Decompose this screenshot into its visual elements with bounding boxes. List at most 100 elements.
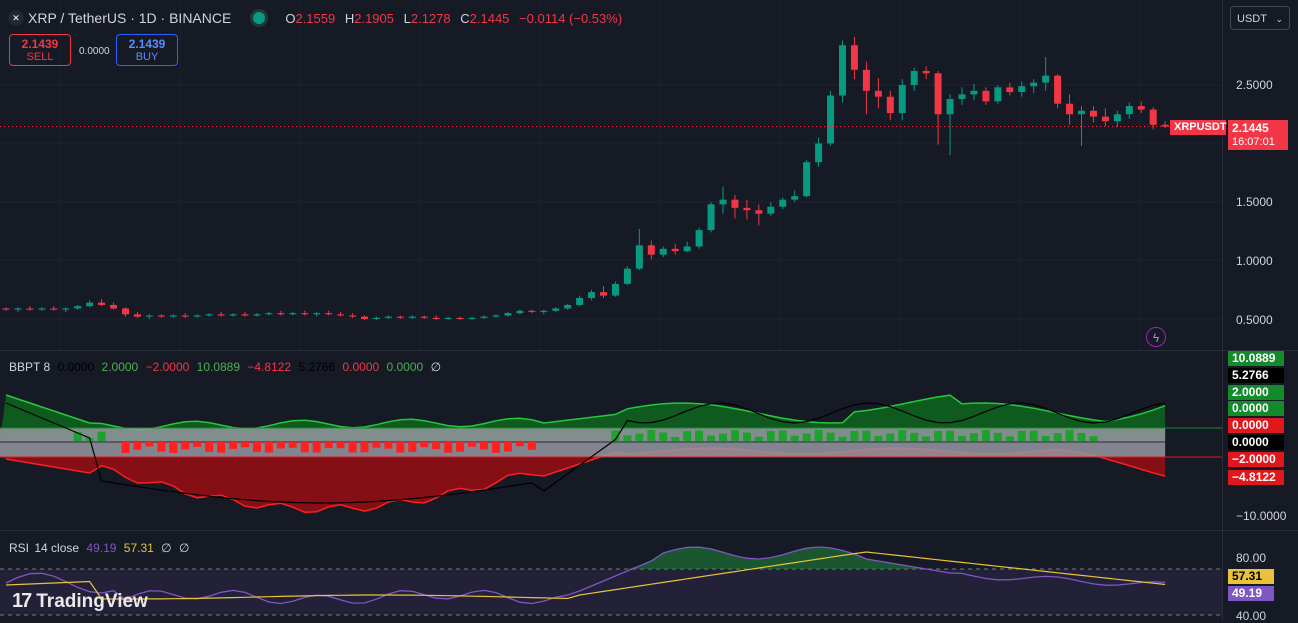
bbpt-hist-bar bbox=[1077, 432, 1086, 441]
candle-body bbox=[26, 308, 34, 310]
candle-body bbox=[743, 207, 751, 211]
candle-body bbox=[862, 69, 870, 91]
rsi-tick: 40.00 bbox=[1236, 609, 1267, 623]
candle-body bbox=[803, 162, 811, 197]
bbpt-green-tag: 2.0000 bbox=[1228, 385, 1284, 400]
rsi-chart[interactable] bbox=[0, 531, 1222, 621]
candle-body bbox=[564, 304, 572, 309]
bbpt-hist-bar bbox=[838, 436, 847, 441]
currency-selector[interactable]: USDT ⌄ bbox=[1230, 6, 1290, 30]
pane-divider-1[interactable] bbox=[0, 350, 1298, 351]
spread-value: 0.0000 bbox=[79, 46, 110, 57]
bbpt-hist-bar bbox=[312, 442, 321, 453]
candle-body bbox=[874, 90, 882, 97]
price-tick: 0.5000 bbox=[1236, 313, 1273, 327]
bbpt-hist-bar bbox=[121, 442, 130, 453]
bbpt-green-tag: 0.0000 bbox=[1228, 401, 1284, 416]
bbpt-upper-line bbox=[5, 394, 1166, 431]
tradingview-logo[interactable]: 17 TradingView bbox=[12, 590, 148, 612]
symbol-legend: ✕ XRP / TetherUS · 1D · BINANCE O2.1559 … bbox=[8, 10, 622, 26]
candle-body bbox=[946, 99, 954, 115]
candle-body bbox=[444, 317, 452, 319]
bbpt-hist-bar bbox=[181, 442, 190, 450]
candle-body bbox=[659, 248, 667, 255]
bbpt-hist-bar bbox=[264, 442, 273, 453]
candle-body bbox=[695, 230, 703, 247]
candle-body bbox=[1125, 106, 1133, 115]
candle-body bbox=[181, 315, 189, 317]
bbpt-hist-bar bbox=[1017, 430, 1026, 441]
candle-body bbox=[38, 308, 46, 310]
candle-body bbox=[265, 313, 273, 315]
candle-body bbox=[994, 87, 1002, 102]
bbpt-hist-bar bbox=[1065, 430, 1074, 441]
bbpt-hist-bar bbox=[671, 436, 680, 441]
candle-body bbox=[1054, 75, 1062, 104]
bbpt-hist-bar bbox=[958, 435, 966, 441]
candle-body bbox=[767, 206, 775, 214]
candle-body bbox=[432, 317, 440, 319]
bbpt-hist-bar bbox=[1041, 436, 1050, 441]
candle-body bbox=[420, 316, 428, 318]
rsi-tick: 80.00 bbox=[1236, 551, 1267, 565]
bbpt-hist-bar bbox=[742, 432, 751, 441]
candle-body bbox=[898, 85, 906, 114]
candle-body bbox=[205, 314, 213, 316]
bbpt-hist-bar bbox=[993, 432, 1002, 441]
candle-body bbox=[86, 302, 94, 307]
buy-button[interactable]: 2.1439 BUY bbox=[116, 34, 178, 66]
candle-body bbox=[1101, 116, 1109, 122]
pane-divider-2[interactable] bbox=[0, 530, 1298, 531]
bbpt-legend[interactable]: BBPT 8 0.0000 2.0000 −2.0000 10.0889 −4.… bbox=[9, 360, 442, 374]
candle-body bbox=[588, 292, 596, 298]
market-status-icon[interactable] bbox=[253, 12, 266, 24]
rsi-band bbox=[0, 569, 1222, 615]
candle-body bbox=[122, 308, 129, 315]
bbpt-hist-bar bbox=[432, 442, 441, 450]
bbpt-hist-bar bbox=[754, 436, 763, 441]
candle-body bbox=[396, 316, 404, 318]
candle-body bbox=[528, 310, 536, 312]
symbol-title[interactable]: XRP / TetherUS · 1D · BINANCE bbox=[28, 10, 232, 26]
rsi-legend[interactable]: RSI 14 close 49.19 57.31 ∅ ∅ bbox=[9, 541, 190, 555]
symbol-price-label: XRPUSDT bbox=[1170, 120, 1227, 135]
bbpt-hist-bar bbox=[778, 430, 787, 441]
candle-body bbox=[683, 246, 691, 252]
bbpt-chart[interactable] bbox=[0, 351, 1222, 530]
bbpt-hist-bar bbox=[730, 430, 739, 441]
candle-body bbox=[337, 314, 345, 316]
bbpt-hist-bar bbox=[981, 430, 990, 441]
candle-body bbox=[576, 297, 584, 305]
bbpt-line-tag: 5.2766 bbox=[1228, 368, 1284, 383]
candle-body bbox=[349, 315, 357, 317]
candle-body bbox=[408, 316, 416, 318]
price-axis-border bbox=[1222, 0, 1223, 621]
rsi-ma-tag: 57.31 bbox=[1228, 569, 1274, 584]
sell-button[interactable]: 2.1439 SELL bbox=[9, 34, 71, 66]
bbpt-hist-bar bbox=[205, 442, 214, 452]
chevron-down-icon: ⌄ bbox=[1275, 14, 1283, 24]
bbpt-signal-line bbox=[5, 402, 1166, 504]
bbpt-hist-bar bbox=[468, 442, 477, 447]
bbpt-hist-bar bbox=[874, 435, 883, 441]
candle-body bbox=[1006, 87, 1014, 93]
candle-body bbox=[1042, 75, 1050, 83]
bbpt-hist-bar bbox=[1029, 430, 1038, 441]
bbpt-hist-bar bbox=[934, 430, 943, 441]
lightning-icon[interactable]: ϟ bbox=[1146, 327, 1166, 347]
candle-body bbox=[886, 96, 894, 114]
bbpt-hist-bar bbox=[503, 442, 512, 452]
candle-body bbox=[145, 315, 153, 317]
bbpt-hist-bar bbox=[169, 442, 178, 453]
candle-body bbox=[516, 310, 524, 314]
bbpt-hist-bar bbox=[826, 432, 835, 441]
bbpt-hist-bar bbox=[886, 433, 895, 441]
price-chart[interactable] bbox=[0, 0, 1222, 350]
candle-body bbox=[552, 308, 560, 311]
candle-body bbox=[1018, 86, 1026, 93]
rsi-overbought-fill bbox=[0, 547, 1166, 569]
candle-body bbox=[1149, 109, 1157, 125]
bbpt-hist-bar bbox=[946, 430, 955, 441]
candle-body bbox=[611, 283, 619, 296]
bbpt-hist-bar bbox=[193, 442, 202, 447]
